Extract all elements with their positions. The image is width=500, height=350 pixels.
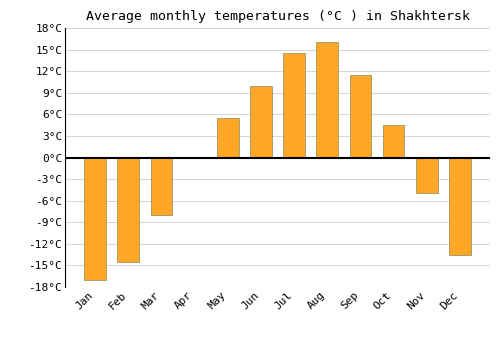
Bar (84, 158, 106, 280)
Bar (250, 85, 272, 158)
Bar (350, 75, 371, 158)
Bar (416, 158, 438, 194)
Bar (118, 158, 139, 262)
Bar (449, 158, 470, 255)
Bar (150, 158, 172, 215)
Title: Average monthly temperatures (°C ) in Shakhtersk: Average monthly temperatures (°C ) in Sh… (86, 10, 469, 23)
Bar (383, 125, 404, 158)
Bar (217, 118, 238, 158)
Bar (284, 53, 305, 158)
Bar (316, 42, 338, 158)
